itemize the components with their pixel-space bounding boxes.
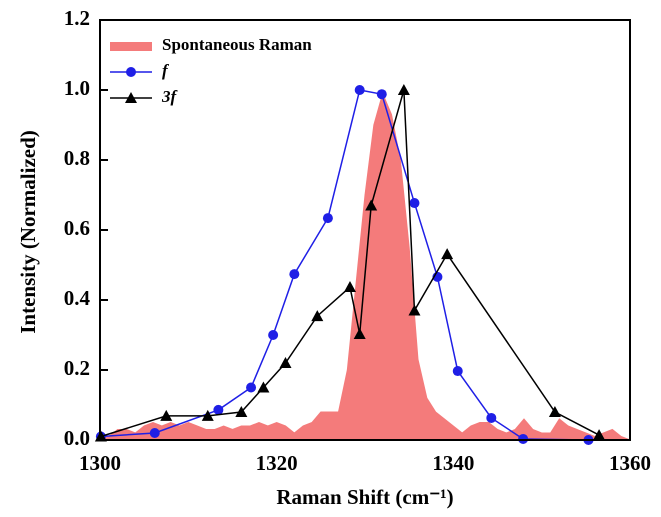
- legend-swatch: [110, 42, 152, 51]
- x-tick-label: 1340: [432, 451, 474, 475]
- legend-label: f: [162, 61, 170, 80]
- legend-label: Spontaneous Raman: [162, 35, 312, 54]
- marker: [548, 406, 561, 417]
- marker: [322, 213, 333, 224]
- marker: [149, 428, 160, 438]
- marker: [126, 67, 136, 77]
- marker: [235, 406, 248, 417]
- marker: [365, 199, 378, 211]
- y-tick-label: 0.2: [64, 356, 90, 380]
- y-axis-label: Intensity (Normalized): [16, 130, 40, 334]
- marker: [160, 409, 173, 421]
- y-tick-label: 0.4: [64, 286, 91, 310]
- plot-frame: [99, 19, 631, 441]
- marker: [311, 310, 324, 322]
- x-tick-label: 1320: [256, 451, 298, 475]
- y-tick-label: 0.6: [64, 216, 90, 240]
- marker: [268, 330, 279, 340]
- marker: [486, 412, 497, 423]
- x-tick-label: 1300: [79, 451, 121, 475]
- marker: [213, 404, 224, 415]
- marker: [376, 89, 387, 100]
- marker: [257, 381, 270, 393]
- marker: [409, 198, 420, 209]
- marker: [125, 92, 137, 103]
- marker: [593, 429, 606, 441]
- marker: [397, 84, 410, 95]
- marker: [201, 409, 214, 421]
- marker: [279, 357, 292, 368]
- marker: [354, 85, 365, 95]
- x-axis-label: Raman Shift (cm⁻¹): [276, 485, 453, 509]
- marker: [353, 327, 366, 339]
- marker: [246, 382, 257, 393]
- marker: [452, 366, 463, 377]
- x-tick-label: 1360: [609, 451, 651, 475]
- marker: [441, 248, 454, 260]
- y-tick-label: 0.0: [64, 426, 90, 450]
- y-tick-label: 0.8: [64, 146, 90, 170]
- legend-label: 3f: [161, 87, 179, 106]
- marker: [289, 269, 300, 280]
- marker: [518, 433, 529, 444]
- y-tick-label: 1.2: [64, 6, 90, 30]
- y-tick-label: 1.0: [64, 76, 90, 100]
- marker: [343, 281, 356, 293]
- marker: [408, 304, 421, 316]
